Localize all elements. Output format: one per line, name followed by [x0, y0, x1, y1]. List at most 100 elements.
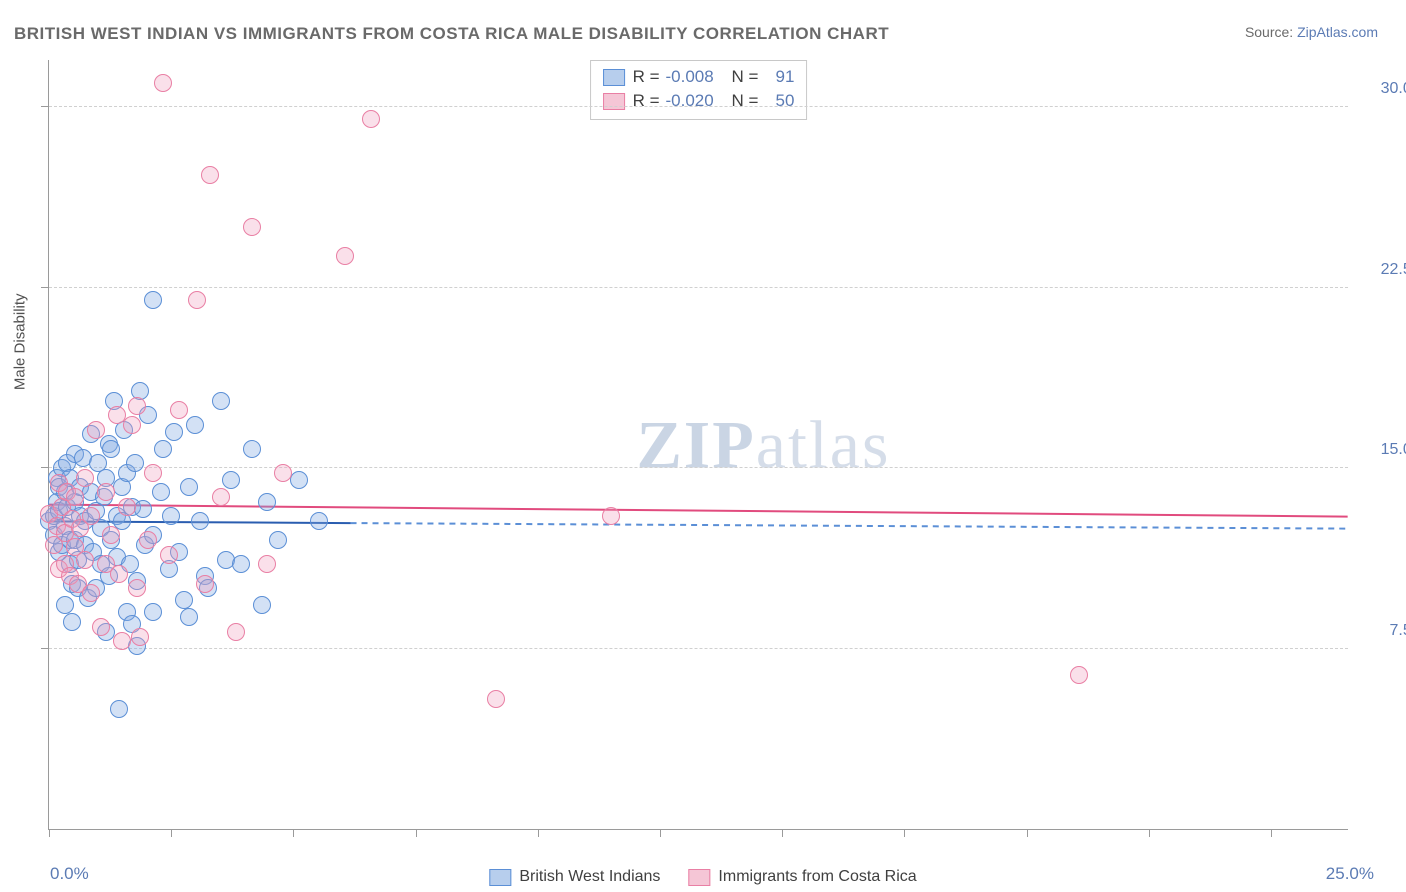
scatter-point-pink — [258, 555, 276, 573]
scatter-point-pink — [212, 488, 230, 506]
scatter-point-blue — [290, 471, 308, 489]
n-value-pink: 50 — [764, 89, 794, 113]
scatter-point-pink — [128, 579, 146, 597]
legend-label-pink: Immigrants from Costa Rica — [718, 868, 916, 886]
scatter-point-pink — [144, 464, 162, 482]
swatch-blue — [489, 869, 511, 886]
scatter-point-pink — [76, 551, 94, 569]
x-tick — [293, 829, 294, 837]
scatter-point-blue — [144, 291, 162, 309]
scatter-point-pink — [110, 565, 128, 583]
scatter-point-pink — [487, 690, 505, 708]
scatter-point-blue — [253, 596, 271, 614]
legend-label-blue: British West Indians — [519, 868, 660, 886]
n-value-blue: 91 — [764, 65, 794, 89]
x-tick — [49, 829, 50, 837]
y-tick-label: 22.5% — [1356, 261, 1406, 279]
scatter-point-blue — [258, 493, 276, 511]
scatter-point-pink — [82, 584, 100, 602]
swatch-blue — [603, 69, 625, 86]
x-tick — [782, 829, 783, 837]
x-axis-min-label: 0.0% — [50, 864, 89, 884]
r-value-blue: -0.008 — [666, 65, 724, 89]
scatter-point-blue — [222, 471, 240, 489]
scatter-point-blue — [134, 500, 152, 518]
scatter-point-pink — [154, 74, 172, 92]
scatter-point-pink — [92, 618, 110, 636]
scatter-point-blue — [310, 512, 328, 530]
x-tick — [904, 829, 905, 837]
x-tick — [538, 829, 539, 837]
scatter-point-blue — [191, 512, 209, 530]
scatter-point-blue — [165, 423, 183, 441]
scatter-point-blue — [269, 531, 287, 549]
y-tick — [41, 467, 49, 468]
scatter-point-pink — [113, 632, 131, 650]
scatter-point-blue — [175, 591, 193, 609]
scatter-point-pink — [118, 498, 136, 516]
scatter-point-blue — [154, 440, 172, 458]
scatter-point-pink — [243, 218, 261, 236]
legend-item-blue: British West Indians — [489, 868, 660, 886]
scatter-point-pink — [201, 166, 219, 184]
source-label: Source: — [1245, 24, 1297, 40]
scatter-point-blue — [102, 440, 120, 458]
chart-title: BRITISH WEST INDIAN VS IMMIGRANTS FROM C… — [14, 24, 889, 44]
scatter-point-pink — [131, 628, 149, 646]
r-label: R = — [633, 65, 660, 89]
scatter-point-pink — [139, 531, 157, 549]
scatter-point-pink — [227, 623, 245, 641]
scatter-point-pink — [336, 247, 354, 265]
scatter-point-blue — [110, 700, 128, 718]
scatter-point-pink — [82, 507, 100, 525]
scatter-point-blue — [186, 416, 204, 434]
correlation-stats-box: R = -0.008 N = 91 R = -0.020 N = 50 — [590, 60, 808, 120]
n-label: N = — [732, 89, 759, 113]
scatter-point-pink — [66, 488, 84, 506]
x-tick — [1149, 829, 1150, 837]
scatter-point-blue — [152, 483, 170, 501]
gridline-h — [49, 106, 1348, 107]
y-tick-label: 15.0% — [1356, 441, 1406, 459]
scatter-point-pink — [97, 483, 115, 501]
scatter-point-blue — [243, 440, 261, 458]
x-axis-max-label: 25.0% — [1326, 864, 1374, 884]
scatter-point-blue — [144, 603, 162, 621]
scatter-point-pink — [87, 421, 105, 439]
swatch-pink — [688, 869, 710, 886]
scatter-point-pink — [76, 469, 94, 487]
scatter-point-blue — [126, 454, 144, 472]
r-value-pink: -0.020 — [666, 89, 724, 113]
legend-item-pink: Immigrants from Costa Rica — [688, 868, 916, 886]
x-tick — [1271, 829, 1272, 837]
scatter-point-pink — [170, 401, 188, 419]
n-label: N = — [732, 65, 759, 89]
gridline-h — [49, 287, 1348, 288]
scatter-point-pink — [128, 397, 146, 415]
gridline-h — [49, 648, 1348, 649]
y-tick — [41, 106, 49, 107]
scatter-point-pink — [602, 507, 620, 525]
scatter-point-blue — [212, 392, 230, 410]
scatter-plot: ZIPatlas R = -0.008 N = 91 R = -0.020 N … — [48, 60, 1348, 830]
stats-row-blue: R = -0.008 N = 91 — [603, 65, 795, 89]
scatter-point-blue — [162, 507, 180, 525]
scatter-point-pink — [160, 546, 178, 564]
scatter-point-pink — [362, 110, 380, 128]
y-axis-title: Male Disability — [12, 293, 29, 390]
y-tick — [41, 648, 49, 649]
gridline-h — [49, 467, 1348, 468]
y-tick — [41, 287, 49, 288]
r-label: R = — [633, 89, 660, 113]
x-tick — [660, 829, 661, 837]
scatter-point-pink — [274, 464, 292, 482]
y-tick-label: 30.0% — [1356, 80, 1406, 98]
scatter-point-pink — [102, 526, 120, 544]
stats-row-pink: R = -0.020 N = 50 — [603, 89, 795, 113]
y-tick-label: 7.5% — [1356, 622, 1406, 640]
scatter-point-pink — [188, 291, 206, 309]
source-link[interactable]: ZipAtlas.com — [1297, 24, 1378, 40]
watermark-light: atlas — [756, 406, 891, 482]
scatter-point-pink — [196, 575, 214, 593]
scatter-point-blue — [180, 478, 198, 496]
